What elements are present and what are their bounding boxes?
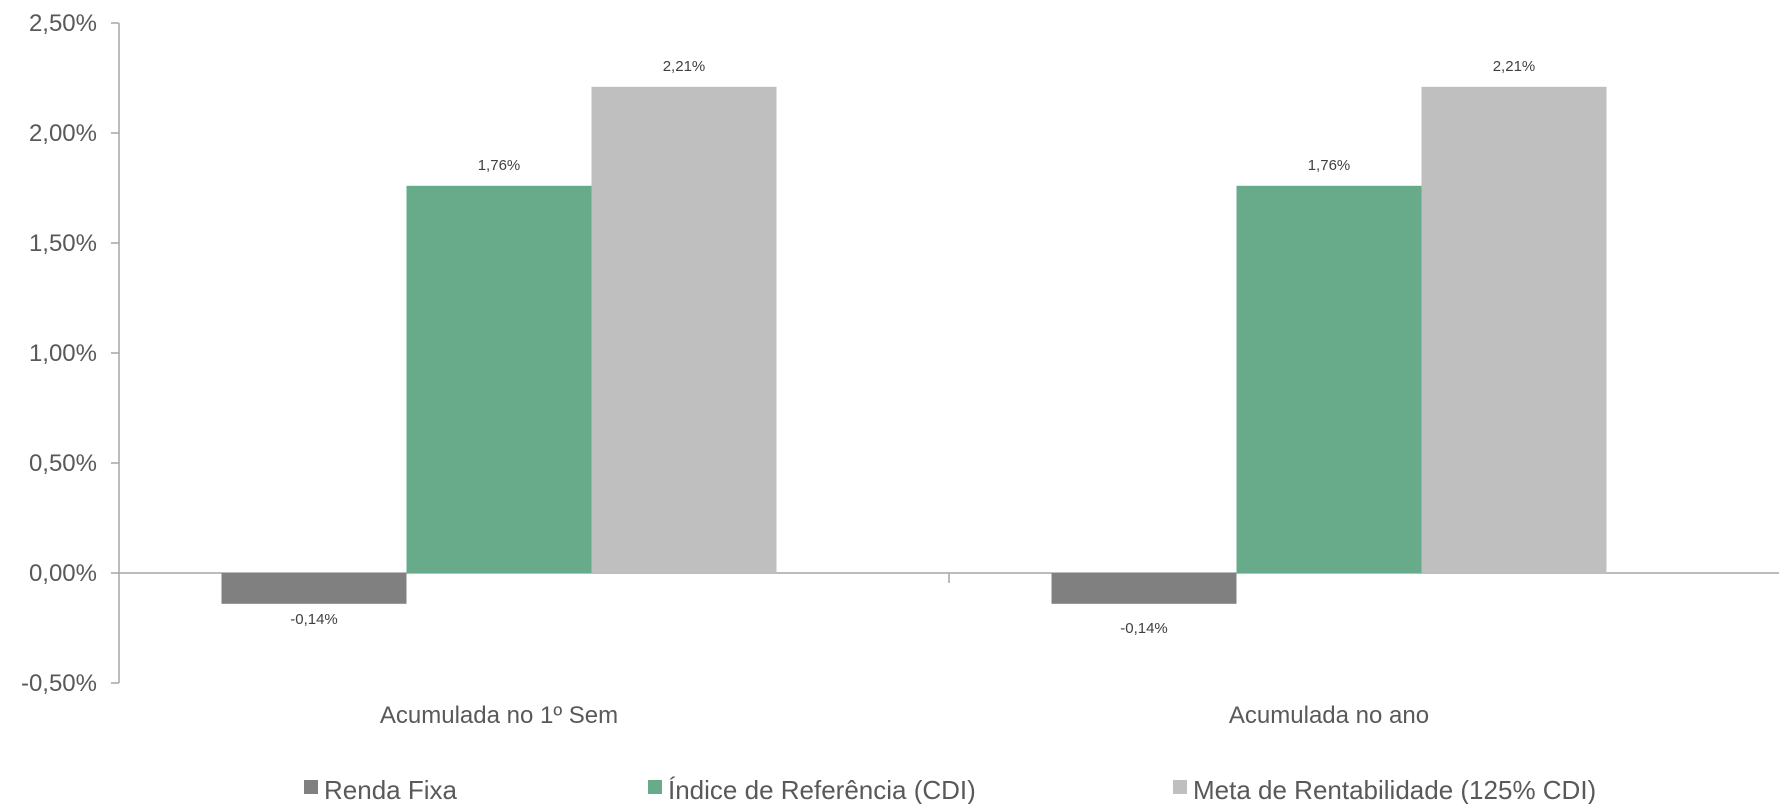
y-tick-label: 2,00% xyxy=(29,120,97,147)
bar xyxy=(1051,573,1237,604)
legend-swatch xyxy=(648,780,662,794)
legend-item: Meta de Rentabilidade (125% CDI) xyxy=(1173,775,1596,804)
data-label: -0,14% xyxy=(290,611,338,628)
data-label: -0,14% xyxy=(1120,620,1168,637)
legend-label: Meta de Rentabilidade (125% CDI) xyxy=(1193,775,1596,804)
data-label: 2,21% xyxy=(1493,58,1536,75)
legend-item: Índice de Referência (CDI) xyxy=(648,775,976,804)
y-tick-label: 0,50% xyxy=(29,450,97,477)
bar xyxy=(221,573,407,604)
data-labels: -0,14% 1,76% 2,21% -0,14% 1,76% 2,21% xyxy=(290,58,1535,637)
y-tick-label: -0,50% xyxy=(21,670,97,697)
bars xyxy=(221,86,1607,604)
legend-label: Renda Fixa xyxy=(324,775,457,804)
legend-swatch xyxy=(304,780,318,794)
data-label: 1,76% xyxy=(478,157,521,174)
y-tick-label: 1,00% xyxy=(29,340,97,367)
legend-item: Renda Fixa xyxy=(304,775,457,804)
y-tick-label: 1,50% xyxy=(29,230,97,257)
category-label: Acumulada no 1º Sem xyxy=(380,702,618,729)
data-label: 2,21% xyxy=(663,58,706,75)
legend-label: Índice de Referência (CDI) xyxy=(668,775,976,804)
bar xyxy=(406,185,592,574)
bar xyxy=(1421,86,1607,574)
category-label: Acumulada no ano xyxy=(1229,702,1429,729)
y-tick-label: 0,00% xyxy=(29,560,97,587)
category-labels: Acumulada no 1º Sem Acumulada no ano xyxy=(380,702,1429,729)
legend: Renda Fixa Índice de Referência (CDI) Meta… xyxy=(304,775,1596,804)
y-tick-label: 2,50% xyxy=(29,10,97,37)
data-label: 1,76% xyxy=(1308,157,1351,174)
bar xyxy=(591,86,777,574)
y-axis: 2,50% 2,00% 1,50% 1,00% 0,50% 0,00% -0,50% xyxy=(21,10,120,697)
legend-swatch xyxy=(1173,780,1187,794)
bar xyxy=(1236,185,1422,574)
